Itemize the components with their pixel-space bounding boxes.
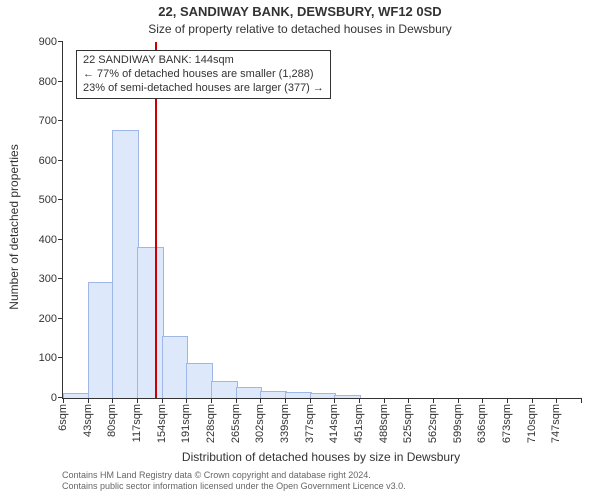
x-tick-mark	[581, 398, 582, 403]
x-tick-label: 414sqm	[328, 404, 340, 443]
x-tick-label: 377sqm	[304, 404, 316, 443]
x-tick-mark	[63, 398, 64, 403]
x-tick-mark	[186, 398, 187, 403]
histogram-bar	[137, 247, 164, 398]
y-tick-label: 100	[39, 352, 57, 364]
x-tick-label: 599sqm	[452, 404, 464, 443]
x-tick-mark	[162, 398, 163, 403]
y-tick-label: 0	[51, 392, 57, 404]
y-tick-mark	[58, 278, 63, 279]
y-tick-mark	[58, 318, 63, 319]
y-tick-mark	[58, 199, 63, 200]
attribution-line: Contains HM Land Registry data © Crown c…	[62, 470, 406, 481]
x-axis-label: Distribution of detached houses by size …	[62, 450, 580, 464]
x-tick-label: 117sqm	[131, 404, 143, 442]
x-tick-label: 339sqm	[279, 404, 291, 443]
y-tick-mark	[58, 239, 63, 240]
x-tick-label: 525sqm	[402, 404, 414, 443]
histogram-bar	[236, 387, 263, 398]
x-tick-label: 747sqm	[550, 404, 562, 443]
x-tick-mark	[211, 398, 212, 403]
chart-container: { "title_main": "22, SANDIWAY BANK, DEWS…	[0, 0, 600, 500]
y-tick-mark	[58, 357, 63, 358]
y-tick-label: 300	[39, 273, 57, 285]
x-tick-mark	[507, 398, 508, 403]
x-tick-mark	[112, 398, 113, 403]
y-tick-label: 600	[39, 155, 57, 167]
x-tick-label: 488sqm	[378, 404, 390, 443]
x-tick-mark	[359, 398, 360, 403]
x-tick-mark	[556, 398, 557, 403]
x-tick-label: 302sqm	[254, 404, 266, 443]
y-tick-mark	[58, 160, 63, 161]
annotation-line: 23% of semi-detached houses are larger (…	[83, 82, 324, 96]
x-tick-mark	[285, 398, 286, 403]
y-tick-mark	[58, 120, 63, 121]
x-tick-label: 191sqm	[180, 404, 192, 443]
y-tick-mark	[58, 41, 63, 42]
y-tick-label: 400	[39, 234, 57, 246]
x-tick-label: 562sqm	[427, 404, 439, 443]
x-tick-mark	[482, 398, 483, 403]
histogram-bar	[285, 392, 312, 398]
x-tick-label: 43sqm	[82, 404, 94, 437]
y-tick-label: 700	[39, 115, 57, 127]
x-tick-mark	[532, 398, 533, 403]
y-tick-label: 900	[39, 36, 57, 48]
attribution-text: Contains HM Land Registry data © Crown c…	[62, 470, 406, 493]
x-tick-label: 80sqm	[106, 404, 118, 437]
x-tick-label: 451sqm	[353, 404, 365, 443]
x-tick-mark	[384, 398, 385, 403]
attribution-line: Contains public sector information licen…	[62, 481, 406, 492]
x-tick-label: 673sqm	[501, 404, 513, 443]
annotation-line: ← 77% of detached houses are smaller (1,…	[83, 68, 324, 82]
x-tick-mark	[260, 398, 261, 403]
chart-subtitle: Size of property relative to detached ho…	[0, 22, 600, 36]
histogram-bar	[211, 381, 238, 398]
histogram-bar	[112, 130, 139, 398]
chart-title: 22, SANDIWAY BANK, DEWSBURY, WF12 0SD	[0, 4, 600, 19]
x-tick-label: 710sqm	[526, 404, 538, 443]
x-tick-mark	[88, 398, 89, 403]
y-tick-label: 500	[39, 194, 57, 206]
histogram-bar	[186, 363, 213, 398]
x-tick-label: 154sqm	[156, 404, 168, 443]
histogram-bar	[162, 336, 189, 398]
y-tick-mark	[58, 81, 63, 82]
x-tick-mark	[433, 398, 434, 403]
y-tick-label: 800	[39, 76, 57, 88]
histogram-bar	[310, 393, 337, 398]
histogram-bar	[88, 282, 115, 398]
x-tick-mark	[137, 398, 138, 403]
x-tick-label: 636sqm	[476, 404, 488, 443]
x-tick-label: 265sqm	[230, 404, 242, 443]
annotation-line: 22 SANDIWAY BANK: 144sqm	[83, 54, 324, 68]
x-tick-mark	[408, 398, 409, 403]
x-tick-label: 228sqm	[205, 404, 217, 443]
x-tick-mark	[310, 398, 311, 403]
x-tick-label: 6sqm	[57, 404, 69, 431]
x-tick-mark	[236, 398, 237, 403]
histogram-bar	[63, 393, 90, 398]
x-tick-mark	[458, 398, 459, 403]
annotation-box: 22 SANDIWAY BANK: 144sqm← 77% of detache…	[76, 50, 331, 99]
y-tick-label: 200	[39, 313, 57, 325]
histogram-bar	[260, 391, 287, 398]
histogram-bar	[334, 395, 361, 398]
y-axis-label: Number of detached properties	[7, 49, 21, 405]
x-tick-mark	[334, 398, 335, 403]
